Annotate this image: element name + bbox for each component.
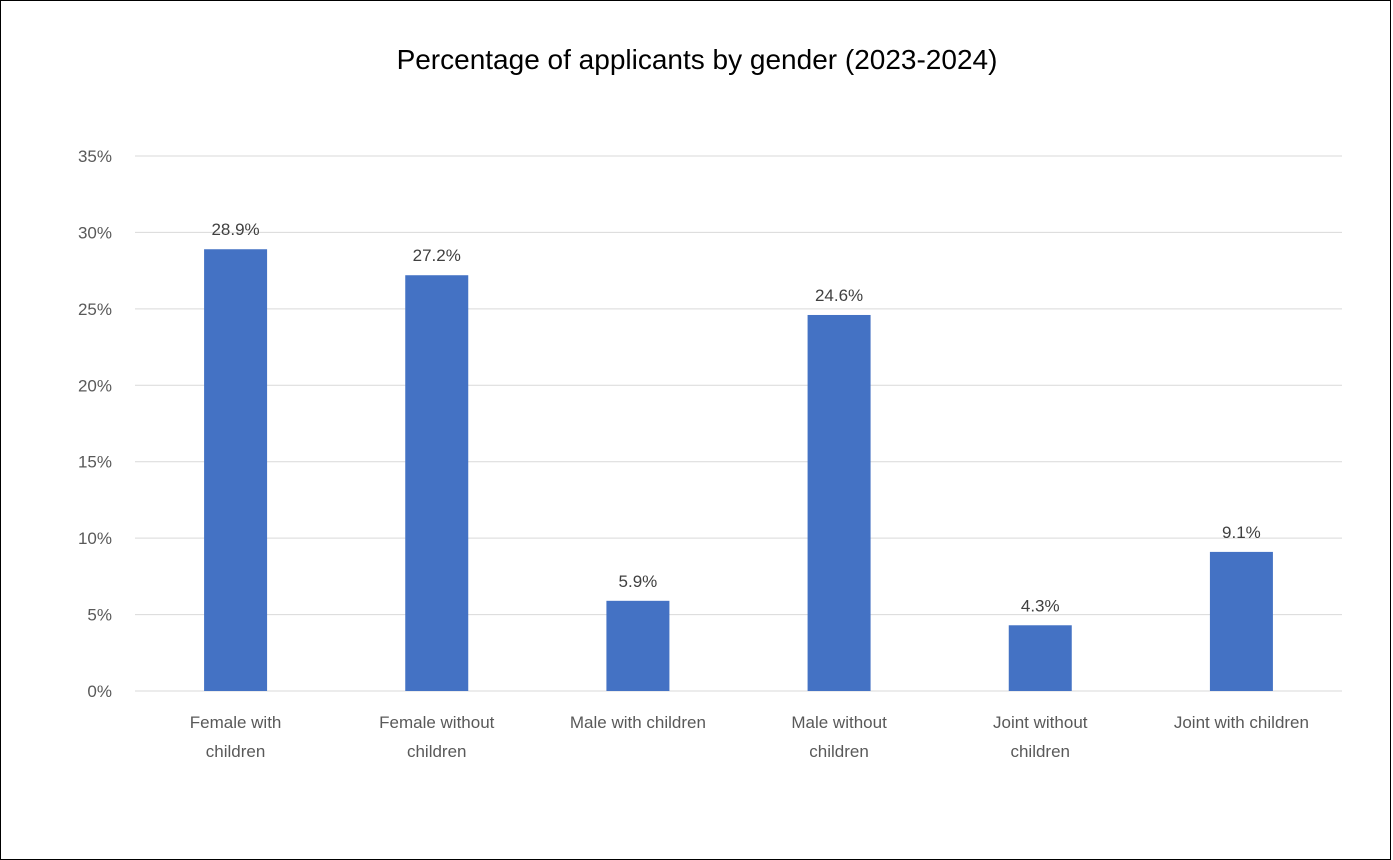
data-labels: 28.9% 27.2% 5.9% 24.6% 4.3% 9.1% <box>211 220 1260 615</box>
bar <box>1209 551 1273 691</box>
category-label: Female without children <box>379 713 495 761</box>
category-label: Joint with children <box>1174 713 1309 732</box>
data-label: 9.1% <box>1222 523 1261 542</box>
data-label: 24.6% <box>815 286 863 305</box>
category-label: Male with children <box>570 713 706 732</box>
y-tick-label: 10% <box>78 529 112 548</box>
y-tick-label: 30% <box>78 223 112 242</box>
chart-title: Percentage of applicants by gender (2023… <box>397 44 998 75</box>
y-axis-ticks: 0% 5% 10% 15% 20% 25% 30% 35% <box>78 147 112 701</box>
y-tick-label: 35% <box>78 147 112 166</box>
category-label: Joint without children <box>993 713 1088 761</box>
y-tick-label: 25% <box>78 300 112 319</box>
bar <box>405 275 469 691</box>
data-label: 27.2% <box>413 246 461 265</box>
category-label: Female with children <box>190 713 282 761</box>
bar <box>606 600 670 691</box>
data-label: 28.9% <box>211 220 259 239</box>
bars <box>204 249 1273 691</box>
category-labels: Female with children Female without childre… <box>190 713 1309 761</box>
bar <box>1008 625 1072 691</box>
gridlines <box>135 155 1342 692</box>
y-tick-label: 20% <box>78 376 112 395</box>
data-label: 5.9% <box>619 572 658 591</box>
bar <box>807 314 871 691</box>
y-tick-label: 15% <box>78 453 112 472</box>
y-tick-label: 5% <box>87 606 112 625</box>
bar <box>204 249 268 691</box>
category-label: Male without children <box>791 713 887 761</box>
data-label: 4.3% <box>1021 596 1060 615</box>
y-tick-label: 0% <box>87 682 112 701</box>
